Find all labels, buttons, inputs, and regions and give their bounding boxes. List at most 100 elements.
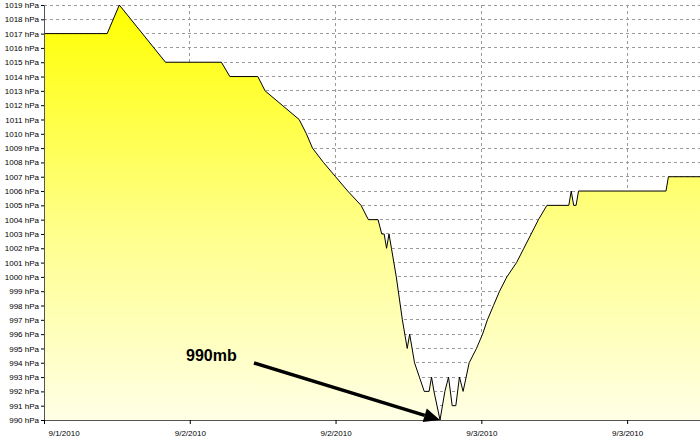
x-tick-label: 9/2/2010 [320, 429, 352, 438]
y-tick-mark [41, 191, 44, 192]
y-tick: 992 hPa [9, 387, 44, 396]
grid-line [44, 5, 700, 6]
pressure-line [44, 5, 700, 420]
y-tick-mark [41, 291, 44, 292]
y-tick-mark [41, 277, 44, 278]
x-tick: 9/2/2010 [320, 420, 352, 438]
x-tick-mark [627, 420, 628, 424]
x-tick-label: 9/1/2010 [49, 429, 81, 438]
y-tick: 1014 hPa [5, 73, 44, 82]
pressure-area [44, 5, 700, 420]
y-tick-mark [41, 62, 44, 63]
y-tick-label: 999 hPa [9, 287, 39, 296]
y-tick-mark [41, 34, 44, 35]
data [44, 5, 700, 420]
y-tick: 1000 hPa [5, 273, 44, 282]
y-tick-label: 1018 hPa [5, 15, 40, 24]
chart: 990 hPa 991 hPa 992 hPa 993 hPa 994 hPa 995 h… [0, 0, 700, 448]
y-tick-label: 1011 hPa [5, 116, 39, 125]
y-tick-label: 1007 hPa [5, 173, 40, 182]
y-tick-mark [41, 177, 44, 178]
y-tick: 996 hPa [9, 330, 44, 339]
y-tick-mark [41, 377, 44, 378]
y-tick-mark [41, 77, 44, 78]
y-tick-label: 997 hPa [9, 316, 39, 325]
y-tick-mark [41, 348, 44, 349]
y-tick-mark [41, 306, 44, 307]
y-tick: 994 hPa [9, 359, 44, 368]
y-tick: 993 hPa [9, 373, 44, 382]
y-tick: 1012 hPa [5, 101, 44, 110]
y-tick-mark [41, 91, 44, 92]
annotation-arrow [254, 363, 425, 415]
y-tick: 1008 hPa [5, 158, 44, 167]
x-tick: 9/2/2010 [175, 420, 207, 438]
y-tick: 1010 hPa [5, 130, 44, 139]
y-tick-label: 1017 hPa [5, 30, 40, 39]
x-tick-mark [481, 420, 482, 424]
y-tick-mark [41, 234, 44, 235]
y-tick: 995 hPa [9, 345, 44, 354]
x-tick-mark [44, 420, 45, 424]
y-tick: 1005 hPa [5, 201, 44, 210]
y-tick-mark [41, 205, 44, 206]
y-tick-label: 1015 hPa [5, 58, 40, 67]
y-tick-label: 1000 hPa [5, 273, 40, 282]
grid-line [44, 5, 45, 420]
annotation-arrowhead [423, 409, 440, 422]
y-tick-label: 1014 hPa [5, 73, 40, 82]
y-tick-mark [41, 119, 44, 120]
y-tick-label: 991 hPa [9, 402, 39, 411]
y-tick-label: 1002 hPa [5, 244, 40, 253]
y-tick-mark [41, 148, 44, 149]
y-tick-mark [41, 19, 44, 20]
y-tick-label: 996 hPa [9, 330, 39, 339]
y-tick: 1009 hPa [5, 144, 44, 153]
annotation-text: 990mb [186, 347, 237, 364]
y-tick: 999 hPa [9, 287, 44, 296]
y-axis-line [44, 6, 45, 421]
x-tick-label: 9/3/2010 [466, 429, 498, 438]
x-tick-label: 9/3/2010 [612, 429, 644, 438]
y-tick-label: 994 hPa [9, 359, 39, 368]
y-tick-mark [41, 420, 44, 421]
x-tick-mark [190, 420, 191, 424]
y-tick-label: 1001 hPa [5, 259, 40, 268]
y-tick: 1001 hPa [5, 259, 44, 268]
y-tick: 1018 hPa [5, 15, 44, 24]
y-tick-label: 993 hPa [9, 373, 39, 382]
annotation: 990mb [186, 347, 440, 422]
y-tick-label: 995 hPa [9, 345, 39, 354]
y-tick-label: 1008 hPa [5, 158, 40, 167]
grid [44, 5, 700, 420]
y-tick-mark [41, 363, 44, 364]
y-tick-label: 998 hPa [9, 302, 39, 311]
y-tick: 1011 hPa [5, 116, 44, 125]
y-tick-mark [41, 320, 44, 321]
y-tick-mark [41, 48, 44, 49]
y-tick-label: 1009 hPa [5, 144, 40, 153]
plot: 990 hPa 991 hPa 992 hPa 993 hPa 994 hPa 995 h… [5, 1, 700, 438]
y-tick-mark [41, 134, 44, 135]
y-tick-mark [41, 162, 44, 163]
y-tick-mark [41, 220, 44, 221]
y-tick-label: 1006 hPa [5, 187, 40, 196]
y-tick-label: 990 hPa [9, 416, 39, 425]
y-tick-label: 1005 hPa [5, 201, 40, 210]
y-tick-label: 992 hPa [9, 387, 39, 396]
y-tick: 1013 hPa [5, 87, 44, 96]
x-axis-line [45, 420, 700, 421]
y-tick: 1004 hPa [5, 216, 44, 225]
y-tick: 1015 hPa [5, 58, 44, 67]
y-tick-label: 1010 hPa [5, 130, 40, 139]
x-tick-mark [336, 420, 337, 424]
x-tick-label: 9/2/2010 [175, 429, 207, 438]
y-tick-label: 1003 hPa [5, 230, 40, 239]
y-tick: 1002 hPa [5, 244, 44, 253]
y-tick-label: 1012 hPa [5, 101, 40, 110]
y-tick-mark [41, 263, 44, 264]
y-tick: 1003 hPa [5, 230, 44, 239]
y-tick-mark [41, 5, 44, 6]
y-axis: 990 hPa 991 hPa 992 hPa 993 hPa 994 hPa 995 h… [5, 1, 45, 425]
x-axis: 9/1/2010 9/2/2010 9/2/2010 9/3/2010 9/3/2010 [45, 420, 700, 438]
